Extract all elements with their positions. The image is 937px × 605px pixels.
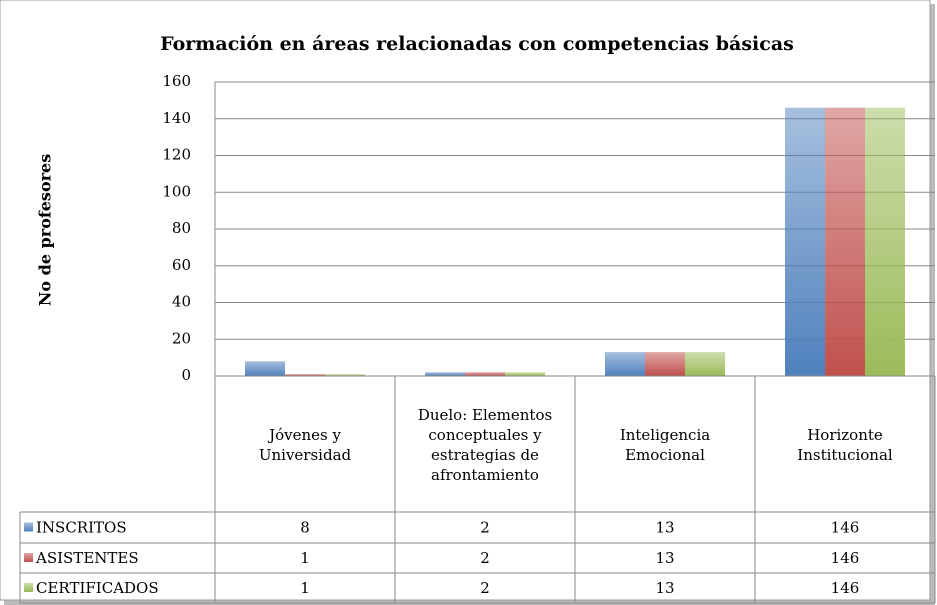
chart-title: Formación en áreas relacionadas con comp… bbox=[160, 33, 794, 55]
table-value: 2 bbox=[480, 519, 490, 537]
bar bbox=[785, 107, 825, 376]
legend-key bbox=[24, 522, 33, 532]
bar bbox=[825, 107, 865, 376]
y-tick-label: 120 bbox=[162, 146, 191, 164]
bar bbox=[465, 372, 505, 376]
x-tick-label: Duelo: Elementos conceptuales y estrateg… bbox=[417, 406, 553, 484]
legend-key bbox=[24, 583, 33, 592]
y-tick-label: 40 bbox=[172, 293, 191, 311]
y-tick-label: 160 bbox=[162, 72, 191, 90]
y-axis-label: No de profesores bbox=[36, 154, 55, 306]
legend-label: CERTIFICADOS bbox=[36, 579, 159, 597]
y-tick-label: 80 bbox=[172, 219, 191, 237]
table-value: 2 bbox=[480, 579, 490, 597]
table-value: 13 bbox=[655, 549, 674, 567]
table-value: 146 bbox=[831, 519, 860, 537]
table-value: 1 bbox=[300, 579, 310, 597]
table-value: 1 bbox=[300, 549, 310, 567]
y-tick-label: 60 bbox=[172, 256, 191, 274]
x-tick-label: Inteligencia Emocional bbox=[619, 426, 711, 464]
bar bbox=[245, 361, 285, 376]
bar bbox=[285, 374, 325, 376]
y-tick-label: 100 bbox=[162, 182, 191, 200]
y-tick-label: 20 bbox=[172, 329, 191, 347]
table-value: 13 bbox=[655, 519, 674, 537]
y-tick-label: 0 bbox=[181, 366, 191, 384]
bar bbox=[425, 372, 465, 376]
bar bbox=[605, 352, 645, 376]
table-value: 8 bbox=[300, 519, 310, 537]
legend-label: ASISTENTES bbox=[35, 549, 139, 567]
table-value: 146 bbox=[831, 579, 860, 597]
y-tick-label: 140 bbox=[162, 109, 191, 127]
table-value: 2 bbox=[480, 549, 490, 567]
bar bbox=[645, 352, 685, 376]
bar bbox=[685, 352, 725, 376]
x-tick-label: Horizonte Institucional bbox=[797, 426, 893, 464]
table-value: 13 bbox=[655, 579, 674, 597]
legend-label: INSCRITOS bbox=[36, 519, 127, 537]
legend-key bbox=[24, 553, 33, 562]
bar bbox=[325, 374, 365, 376]
bar bbox=[505, 372, 545, 376]
bar bbox=[865, 107, 905, 376]
x-tick-label: Jóvenes y Universidad bbox=[258, 426, 352, 464]
table-value: 146 bbox=[831, 549, 860, 567]
